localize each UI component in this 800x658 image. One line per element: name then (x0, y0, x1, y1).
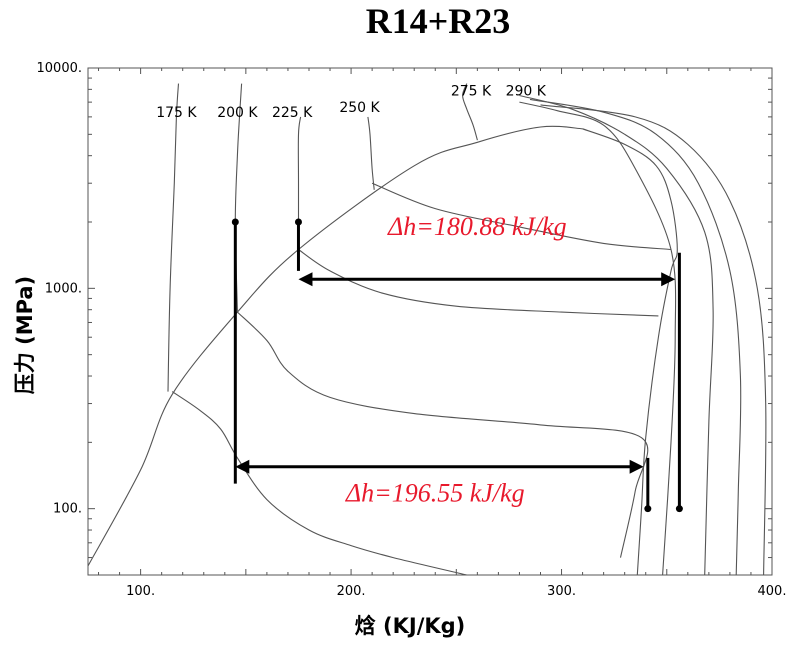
plot-frame (87, 67, 773, 576)
isotherm-curve (298, 249, 659, 317)
x-tick-label: 300. (547, 584, 576, 599)
y-tick-label: 1000. (45, 281, 82, 296)
isotherm-labels: 175 K 200 K 225 K 250 K 275 K 290 K (156, 84, 547, 121)
arrow-head-right (661, 272, 676, 287)
y-axis-label: 压力 (MPa) (13, 276, 37, 394)
isotherm-curve (540, 104, 767, 576)
arrow-head-right (629, 459, 644, 474)
saturated-vapor-curve (582, 128, 678, 576)
enthalpy-arrows (235, 272, 676, 474)
state-point (644, 505, 652, 513)
isotherm-curve (519, 101, 677, 576)
isotherm-label: 275 K (451, 84, 492, 100)
isotherm-curve (237, 311, 649, 558)
isotherm-curve (367, 116, 375, 190)
isotherm-label: 290 K (506, 84, 547, 100)
delta-h-annotation: Δh=196.55 kJ/kg (345, 478, 525, 507)
annotations: Δh=180.88 kJ/kg Δh=196.55 kJ/kg (345, 212, 567, 508)
state-point (294, 218, 302, 226)
isotherm-curve (171, 391, 467, 576)
isotherm-curves (167, 83, 767, 576)
minor-ticks (88, 68, 773, 576)
y-tick-label: 100. (53, 502, 82, 517)
saturated-liquid-curve (87, 125, 583, 567)
x-tick-label: 100. (126, 584, 155, 599)
state-point (231, 218, 239, 226)
x-axis-ticks: 100. 200. 300. 400. (126, 584, 786, 599)
isotherm-label: 175 K (156, 105, 197, 121)
state-points (231, 218, 683, 513)
isotherm-label: 250 K (339, 100, 380, 116)
x-tick-label: 400. (758, 584, 787, 599)
y-axis-ticks: 100. 1000. 10000. (37, 61, 83, 517)
isotherm-curve (371, 182, 672, 251)
arrow-head-left (298, 272, 313, 287)
saturation-dome (87, 125, 678, 576)
x-axis-label: 焓 (KJ/Kg) (355, 614, 466, 638)
x-tick-label: 200. (337, 584, 366, 599)
isotherm-curve (519, 94, 714, 576)
delta-h-annotation: Δh=180.88 kJ/kg (387, 212, 567, 241)
y-tick-label: 10000. (37, 61, 83, 76)
isotherm-label: 200 K (217, 105, 258, 121)
isotherm-curve (167, 83, 180, 392)
state-point (675, 505, 683, 513)
isotherm-curve (529, 98, 742, 576)
isotherm-label: 225 K (272, 105, 313, 121)
arrow-head-left (235, 459, 250, 474)
process-lines (233, 222, 681, 509)
isotherm-curve (462, 83, 478, 141)
chart-title: R14+R23 (366, 1, 511, 41)
